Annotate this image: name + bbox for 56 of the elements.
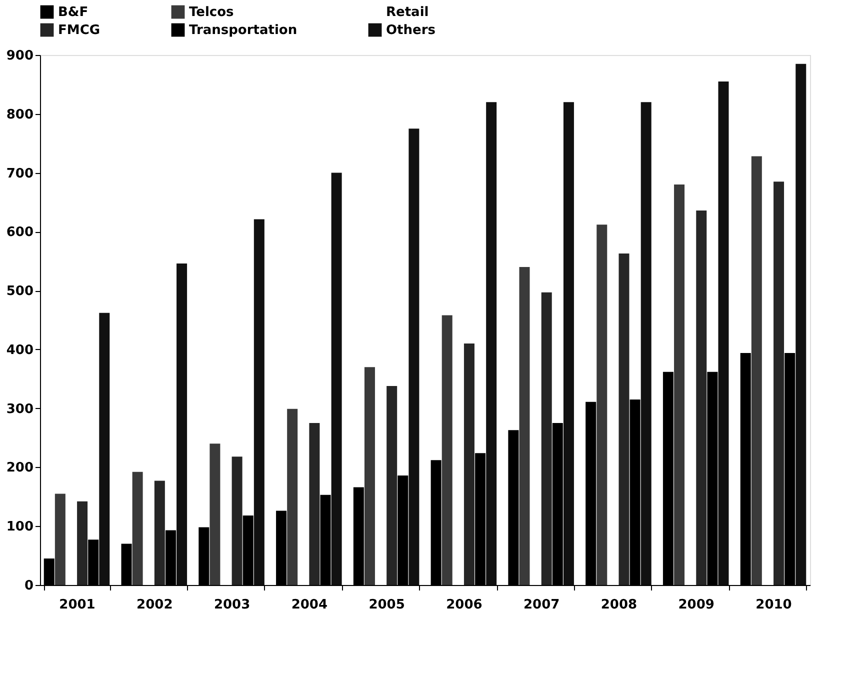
y-tick-label: 700 [6, 166, 34, 182]
x-tick-label: 2001 [59, 598, 96, 612]
y-tick-label: 900 [6, 48, 34, 64]
y-tick-label: 0 [24, 578, 34, 594]
bar [640, 102, 652, 585]
bar [442, 315, 452, 585]
x-tick-label: 2010 [756, 598, 792, 612]
bar [210, 444, 220, 585]
bar [54, 494, 66, 585]
x-tick-label: 2008 [600, 598, 638, 612]
bar [132, 472, 143, 585]
bar [232, 456, 242, 585]
bar [774, 182, 784, 585]
y-tick-label: 500 [6, 284, 34, 300]
x-tick-label: 2003 [214, 598, 250, 612]
bar [154, 480, 165, 585]
bar [751, 156, 762, 585]
bar [486, 102, 497, 585]
y-tick-label: 800 [6, 107, 34, 122]
bar [287, 408, 298, 585]
legend-label: Telcos [189, 5, 234, 20]
bar [176, 263, 188, 585]
bar [331, 172, 342, 585]
bar [364, 367, 375, 585]
bar [563, 102, 574, 585]
bar [696, 210, 707, 585]
bar [309, 423, 320, 585]
bar [674, 184, 685, 585]
text: Retail [386, 5, 429, 20]
x-tick-label: 2009 [678, 598, 714, 612]
y-tick-label: 400 [6, 342, 34, 358]
y-tick-label: 600 [6, 225, 34, 240]
x-tick-label: 2006 [446, 598, 482, 612]
bar [408, 128, 420, 585]
legend-label: B&F [58, 5, 88, 20]
bar [718, 82, 729, 585]
bar [254, 219, 264, 585]
bar [541, 292, 552, 585]
bar [596, 224, 608, 585]
legend-label: FMCG [58, 23, 100, 38]
bar [618, 253, 630, 585]
x-tick-label: 2002 [136, 598, 173, 612]
y-tick-label: 100 [6, 520, 34, 535]
y-tick-label: 200 [6, 460, 34, 476]
bar [796, 64, 806, 585]
legend-label: Transportation [189, 23, 298, 38]
bar [99, 312, 110, 585]
x-tick-label: 2007 [523, 598, 560, 612]
bar [519, 267, 530, 585]
bar [386, 386, 398, 585]
bar [77, 501, 88, 585]
legend-label: Others [386, 23, 436, 38]
y-tick-label: 300 [6, 402, 34, 417]
x-tick-label: 2005 [368, 598, 405, 612]
bar [464, 344, 474, 585]
x-tick-label: 2004 [291, 598, 328, 612]
